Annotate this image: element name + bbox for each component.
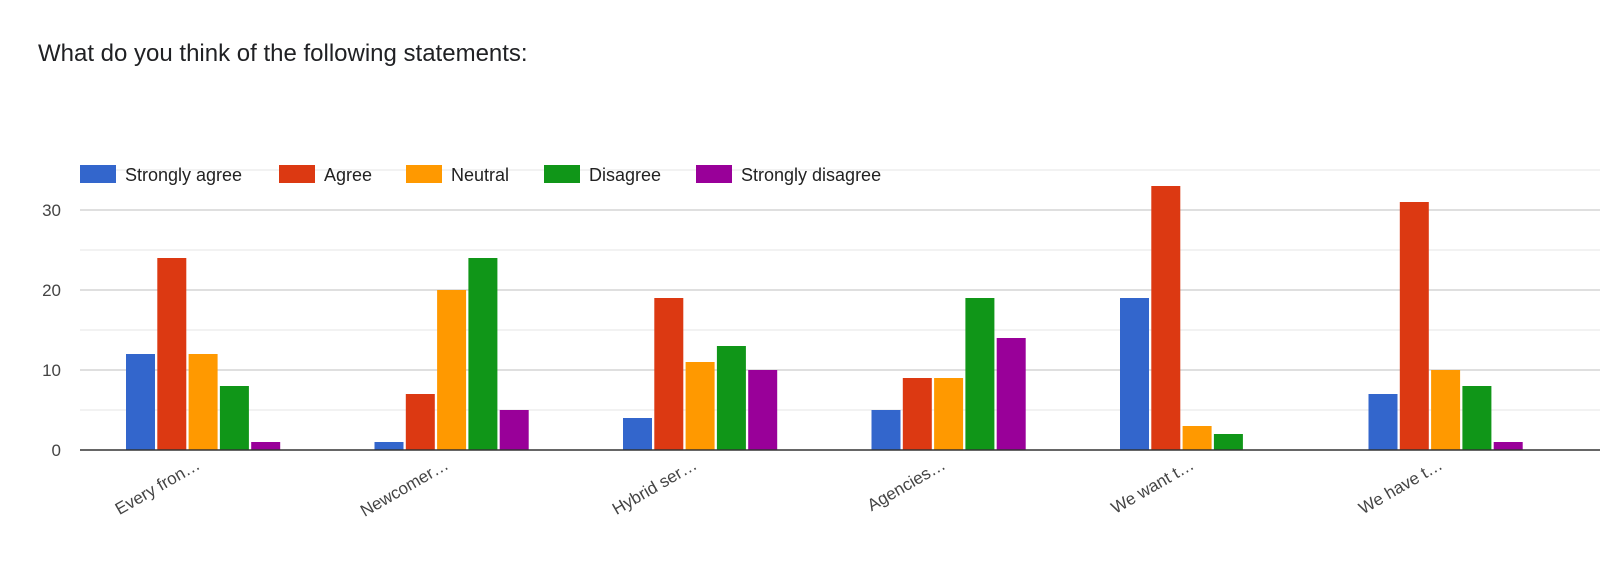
bar[interactable] [1431, 370, 1461, 450]
legend-item[interactable]: Disagree [544, 165, 661, 185]
legend-swatch [406, 165, 442, 183]
y-tick-label: 0 [52, 441, 61, 460]
legend-label: Strongly agree [125, 165, 242, 185]
legend-item[interactable]: Neutral [406, 165, 509, 185]
bar[interactable] [1368, 394, 1398, 450]
legend-swatch [279, 165, 315, 183]
bar[interactable] [405, 394, 435, 450]
bar[interactable] [871, 410, 901, 450]
bars [126, 186, 1523, 450]
bar[interactable] [934, 378, 964, 450]
legend: Strongly agree Agree Neutral Disagree Strong… [80, 165, 881, 185]
legend-item[interactable]: Strongly agree [80, 165, 242, 185]
bar[interactable] [1213, 434, 1243, 450]
legend-label: Agree [324, 165, 372, 185]
bar[interactable] [437, 290, 467, 450]
x-tick-label: Newcomer… [357, 455, 452, 521]
y-tick-label: 20 [42, 281, 61, 300]
bar[interactable] [996, 338, 1026, 450]
bar[interactable] [623, 418, 652, 450]
y-tick-label: 30 [42, 201, 61, 220]
bar[interactable] [188, 354, 218, 450]
legend-label: Strongly disagree [741, 165, 881, 185]
legend-swatch [80, 165, 116, 183]
bar[interactable] [654, 298, 684, 450]
legend-item[interactable]: Strongly disagree [696, 165, 881, 185]
bar[interactable] [468, 258, 498, 450]
bar[interactable] [219, 386, 249, 450]
bar[interactable] [1120, 298, 1149, 450]
bar[interactable] [157, 258, 187, 450]
x-tick-label: We have t… [1356, 455, 1446, 518]
bar[interactable] [902, 378, 932, 450]
bar[interactable] [716, 346, 746, 450]
bar[interactable] [1182, 426, 1212, 450]
bar[interactable] [251, 442, 281, 450]
legend-swatch [696, 165, 732, 183]
bar[interactable] [1151, 186, 1181, 450]
legend-label: Disagree [589, 165, 661, 185]
legend-swatch [544, 165, 580, 183]
legend-item[interactable]: Agree [279, 165, 372, 185]
x-axis-labels: Every fron… Newcomer… Hybrid ser… Agencies…… [112, 455, 1446, 521]
bar[interactable] [374, 442, 404, 450]
y-tick-label: 10 [42, 361, 61, 380]
x-tick-label: Agencies… [864, 455, 949, 515]
bar[interactable] [1462, 386, 1492, 450]
bar[interactable] [126, 354, 155, 450]
x-tick-label: We want t… [1108, 455, 1197, 518]
bar[interactable] [499, 410, 529, 450]
chart-title: What do you think of the following state… [38, 40, 528, 67]
bar[interactable] [1493, 442, 1523, 450]
y-axis-ticks: 0 10 20 30 [42, 201, 61, 460]
bar[interactable] [685, 362, 715, 450]
bar[interactable] [748, 370, 778, 450]
x-tick-label: Hybrid ser… [609, 455, 700, 519]
x-tick-label: Every fron… [112, 455, 203, 519]
legend-label: Neutral [451, 165, 509, 185]
bar[interactable] [1399, 202, 1429, 450]
bar[interactable] [965, 298, 995, 450]
gridlines [80, 169, 1600, 411]
